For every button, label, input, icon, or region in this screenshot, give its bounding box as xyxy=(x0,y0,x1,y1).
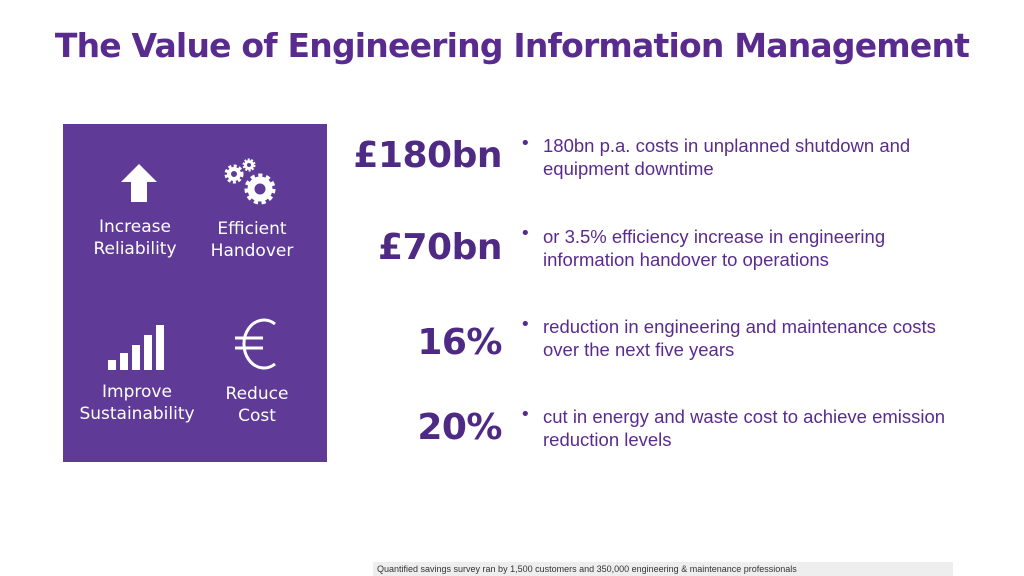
label-line: Reliability xyxy=(93,239,177,259)
gears-icon xyxy=(224,158,276,205)
stat-figure: 20% xyxy=(417,407,502,448)
arrow-up-icon xyxy=(121,164,157,202)
panel-label: Reduce Cost xyxy=(191,383,323,427)
label-line: Handover xyxy=(210,241,294,261)
icons xyxy=(108,158,276,370)
stat-text: or 3.5% efficiency increase in engineeri… xyxy=(543,226,886,270)
stat-text: 180bn p.a. costs in unplanned shutdown a… xyxy=(543,135,911,179)
label-line: Increase xyxy=(99,217,171,237)
footnote: Quantified savings survey ran by 1,500 c… xyxy=(373,562,953,576)
panel-label: Efficient Handover xyxy=(186,218,318,262)
stat-text: cut in energy and waste cost to achieve … xyxy=(543,406,946,450)
label-line: Improve xyxy=(102,382,172,402)
label-line: Reduce xyxy=(225,384,289,404)
bullet: • xyxy=(520,404,531,425)
stat-figure: 16% xyxy=(417,322,502,363)
icon-panel: Increase Reliability Efficient Handover … xyxy=(63,124,327,462)
bullet: • xyxy=(520,223,531,244)
label-line: Cost xyxy=(238,406,276,426)
stat-text: reduction in engineering and maintenance… xyxy=(543,316,936,360)
bullet: • xyxy=(520,314,531,335)
label-line: Sustainability xyxy=(79,404,195,424)
panel-label: Increase Reliability xyxy=(69,216,201,260)
stat-figure: £180bn xyxy=(353,135,502,176)
bars-icon xyxy=(108,325,164,370)
slide-title: The Value of Engineering Information Man… xyxy=(54,26,970,65)
panel-label: Improve Sustainability xyxy=(71,381,203,425)
stat-figure: £70bn xyxy=(377,227,503,268)
bullet: • xyxy=(520,133,531,154)
label-line: Efficient xyxy=(217,219,287,239)
euro-icon xyxy=(235,318,276,370)
